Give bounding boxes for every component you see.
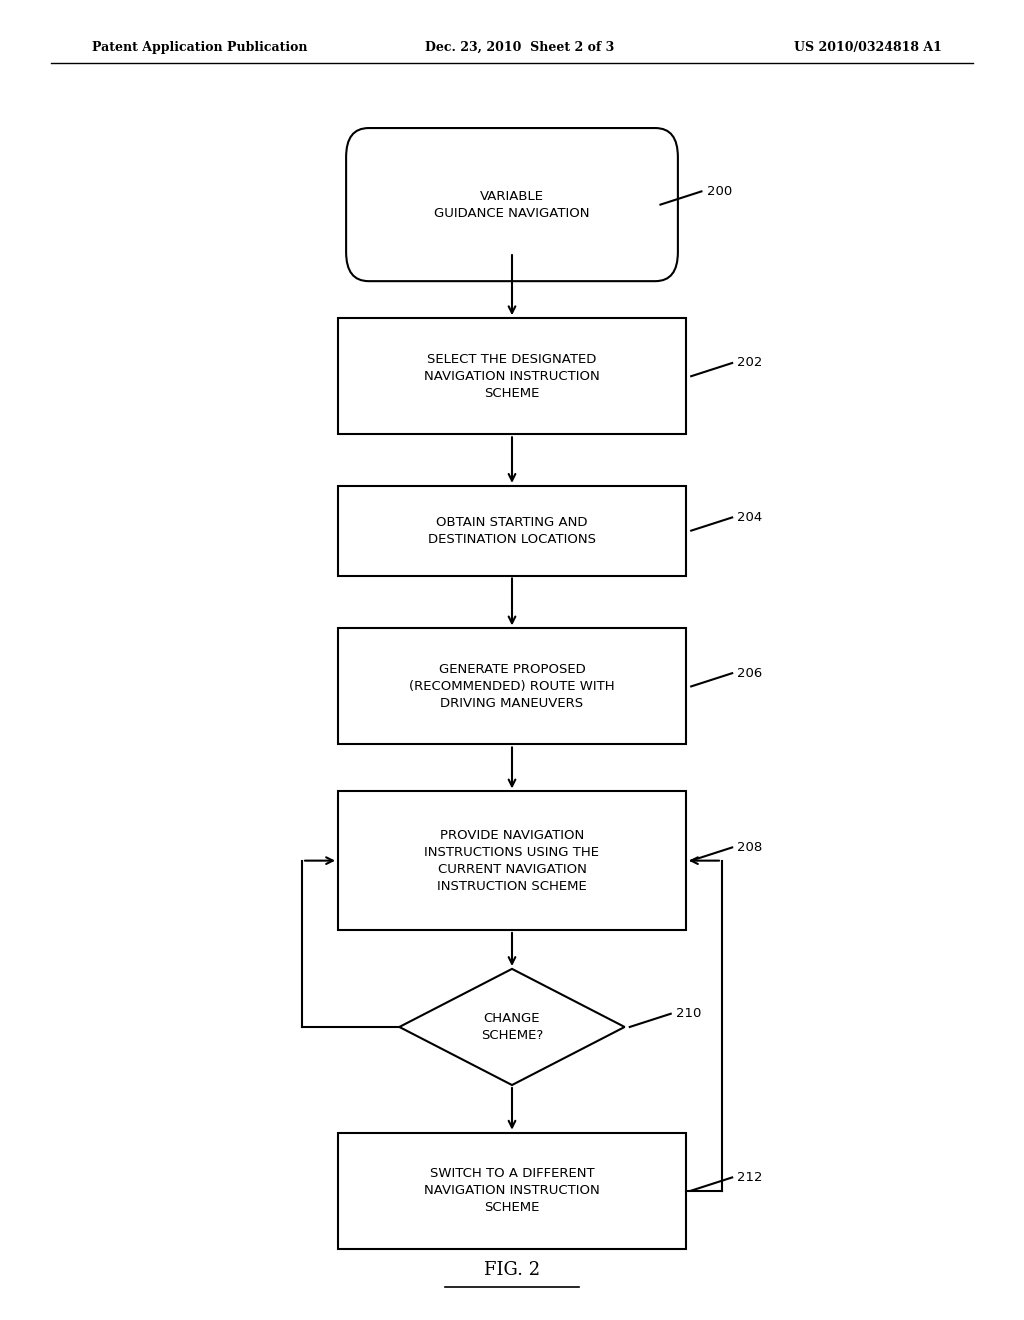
Text: US 2010/0324818 A1: US 2010/0324818 A1 (794, 41, 941, 54)
Text: SELECT THE DESIGNATED
NAVIGATION INSTRUCTION
SCHEME: SELECT THE DESIGNATED NAVIGATION INSTRUC… (424, 352, 600, 400)
Bar (338, 1133, 686, 1249)
Text: 212: 212 (737, 1171, 763, 1184)
Bar (338, 486, 686, 576)
Text: Dec. 23, 2010  Sheet 2 of 3: Dec. 23, 2010 Sheet 2 of 3 (425, 41, 614, 54)
Text: 210: 210 (676, 1007, 701, 1020)
Text: 204: 204 (737, 511, 763, 524)
Text: 200: 200 (707, 185, 732, 198)
Text: SWITCH TO A DIFFERENT
NAVIGATION INSTRUCTION
SCHEME: SWITCH TO A DIFFERENT NAVIGATION INSTRUC… (424, 1167, 600, 1214)
Text: 208: 208 (737, 841, 763, 854)
Text: 202: 202 (737, 356, 763, 370)
Text: 206: 206 (737, 667, 763, 680)
Text: PROVIDE NAVIGATION
INSTRUCTIONS USING THE
CURRENT NAVIGATION
INSTRUCTION SCHEME: PROVIDE NAVIGATION INSTRUCTIONS USING TH… (425, 829, 599, 892)
Bar (338, 792, 686, 929)
Text: GENERATE PROPOSED
(RECOMMENDED) ROUTE WITH
DRIVING MANEUVERS: GENERATE PROPOSED (RECOMMENDED) ROUTE WI… (410, 663, 614, 710)
Text: OBTAIN STARTING AND
DESTINATION LOCATIONS: OBTAIN STARTING AND DESTINATION LOCATION… (428, 516, 596, 545)
FancyBboxPatch shape (346, 128, 678, 281)
Bar (338, 318, 686, 434)
Text: Patent Application Publication: Patent Application Publication (92, 41, 307, 54)
Text: FIG. 2: FIG. 2 (484, 1261, 540, 1279)
Text: CHANGE
SCHEME?: CHANGE SCHEME? (481, 1012, 543, 1041)
Bar (338, 628, 686, 744)
Text: VARIABLE
GUIDANCE NAVIGATION: VARIABLE GUIDANCE NAVIGATION (434, 190, 590, 219)
Polygon shape (399, 969, 625, 1085)
